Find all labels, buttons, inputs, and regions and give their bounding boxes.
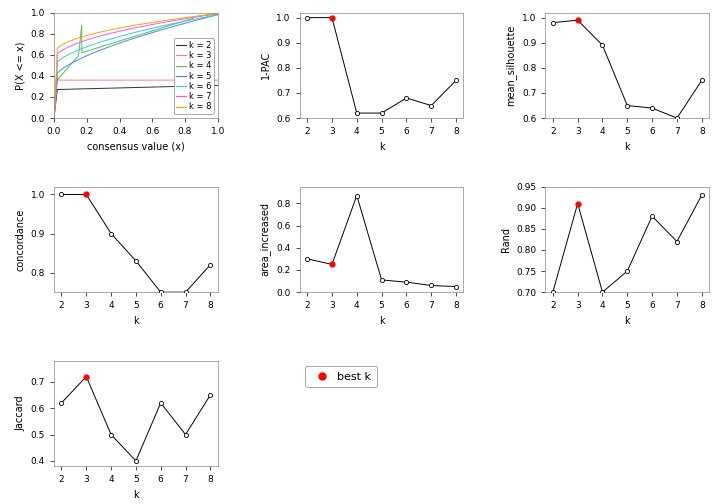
Y-axis label: 1-PAC: 1-PAC [261,51,271,80]
Y-axis label: area_increased: area_increased [260,203,271,276]
Y-axis label: P(X <= x): P(X <= x) [15,41,25,90]
k = 2 [154,84,163,90]
k = 7 [60,46,68,52]
Legend: k = 2, k = 3, k = 4, k = 5, k = 6, k = 7, k = 8: k = 2, k = 3, k = 4, k = 5, k = 6, k = 7… [174,38,214,114]
k = 6 [154,24,163,30]
k = 2 [50,115,58,121]
k = 5 [191,18,199,24]
k = 5 [60,65,68,71]
k = 3 [213,77,222,83]
Legend: best k: best k [305,366,377,388]
k = 3 [174,77,183,83]
k = 3 [154,77,163,83]
X-axis label: k: k [624,142,630,152]
k = 4 [149,28,158,34]
X-axis label: k: k [133,316,139,326]
k = 5 [174,22,183,28]
Y-axis label: concordance: concordance [15,208,25,271]
Line: k = 3: k = 3 [54,80,217,118]
k = 5 [149,29,158,35]
k = 6 [50,115,58,121]
k = 7 [174,17,183,23]
k = 4 [60,69,68,75]
k = 4 [50,115,58,121]
k = 8 [50,115,58,121]
k = 5 [154,28,163,34]
Line: k = 7: k = 7 [54,14,217,118]
k = 8 [149,19,158,25]
k = 4 [145,29,153,35]
k = 8 [213,11,222,17]
k = 2 [145,84,153,90]
X-axis label: k: k [133,490,139,500]
k = 7 [154,20,163,26]
Y-axis label: Rand: Rand [500,227,510,252]
k = 6 [213,12,222,18]
k = 6 [149,25,158,31]
X-axis label: k: k [624,316,630,326]
Line: k = 5: k = 5 [54,15,217,118]
k = 8 [154,19,163,25]
k = 7 [149,21,158,27]
X-axis label: k: k [379,316,384,326]
k = 4 [174,20,183,26]
X-axis label: k: k [379,142,384,152]
k = 2 [149,84,158,90]
Line: k = 6: k = 6 [54,15,217,118]
Line: k = 8: k = 8 [54,14,217,118]
k = 4 [191,14,199,20]
k = 3 [60,77,68,83]
k = 5 [50,115,58,121]
k = 3 [191,77,199,83]
k = 3 [50,115,58,121]
k = 3 [149,77,158,83]
Y-axis label: Jaccard: Jaccard [15,396,25,431]
k = 6 [174,20,183,26]
k = 4 [154,26,163,32]
k = 7 [145,22,153,28]
k = 5 [145,31,153,37]
Y-axis label: mean_silhouette: mean_silhouette [505,25,516,106]
k = 8 [174,16,183,22]
Line: k = 2: k = 2 [54,85,217,118]
k = 2 [213,82,222,88]
k = 2 [191,83,199,89]
k = 3 [53,77,62,83]
k = 7 [191,14,199,20]
k = 7 [50,115,58,121]
k = 8 [60,41,68,47]
k = 6 [191,16,199,22]
k = 4 [213,11,222,17]
k = 6 [145,26,153,32]
k = 7 [213,11,222,17]
k = 8 [145,20,153,26]
k = 3 [145,77,153,83]
k = 6 [60,54,68,60]
k = 2 [60,86,68,92]
X-axis label: consensus value (x): consensus value (x) [87,142,185,152]
k = 2 [174,83,183,89]
Line: k = 4: k = 4 [54,14,217,118]
k = 8 [191,14,199,20]
k = 5 [213,12,222,18]
